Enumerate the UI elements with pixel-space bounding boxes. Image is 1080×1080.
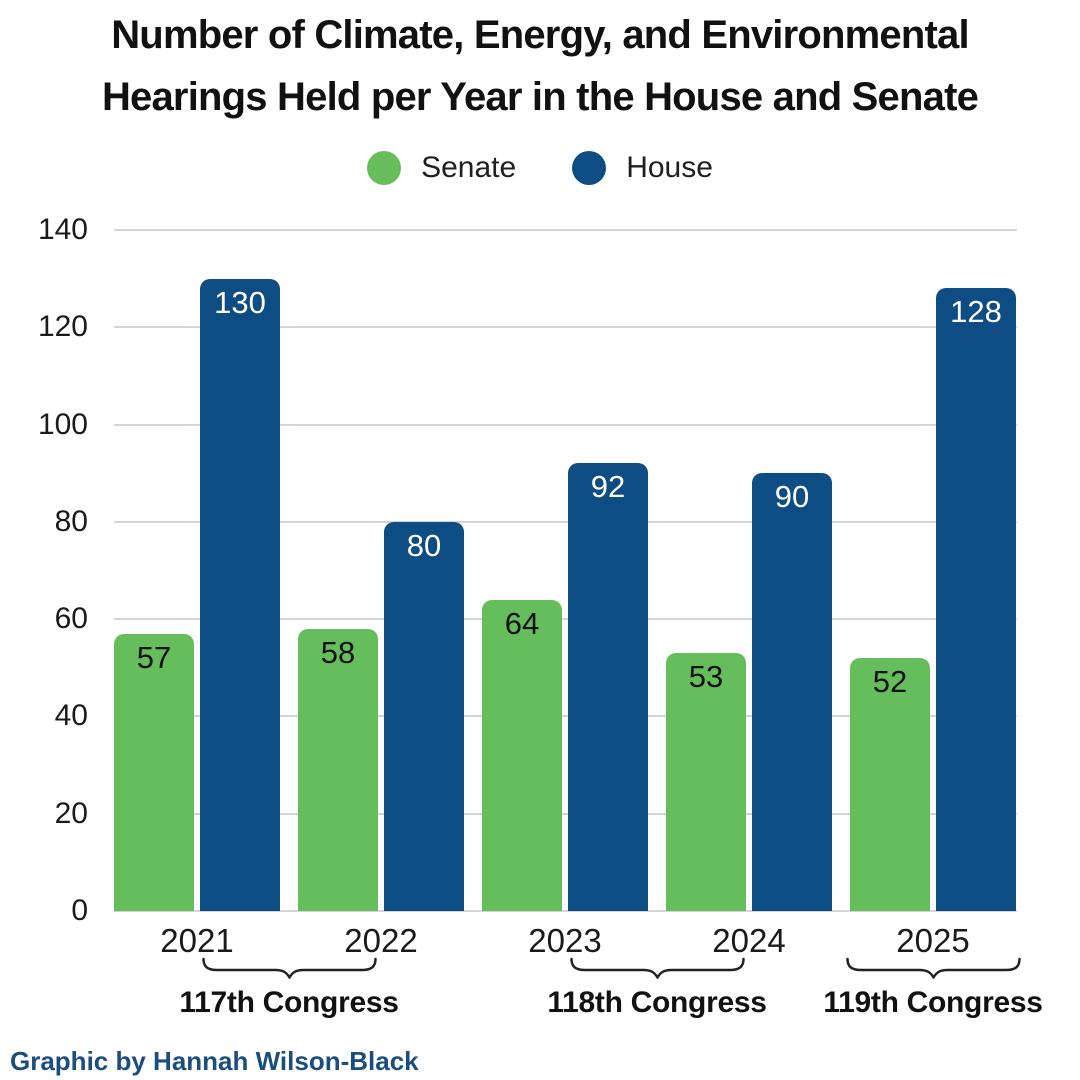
gridline-0 <box>114 910 1017 912</box>
bar-house-2025: 128 <box>936 288 1016 911</box>
legend-label-senate: Senate <box>421 151 517 184</box>
bar-value-label: 92 <box>590 469 626 505</box>
credit-text: Graphic by Hannah Wilson-Black <box>10 1046 419 1076</box>
bar-value-label: 90 <box>774 479 810 515</box>
bar-senate-2024: 53 <box>666 653 746 911</box>
legend: Senate House <box>0 146 1080 190</box>
bar-value-label: 64 <box>504 605 540 641</box>
gridline-100 <box>114 423 1017 426</box>
y-axis-tick-label: 60 <box>54 602 88 636</box>
gridline-140 <box>114 229 1017 231</box>
y-axis-tick-label: 100 <box>37 407 88 441</box>
x-axis-year-label-2025: 2025 <box>896 922 970 959</box>
chart-title-line-1: Number of Climate, Energy, and Environme… <box>111 13 969 57</box>
congress-span-bracket-icon <box>845 957 1021 979</box>
bar-value-label: 128 <box>950 294 1002 330</box>
chart-title-line-2: Hearings Held per Year in the House and … <box>101 75 979 119</box>
bar-value-label: 130 <box>214 284 266 320</box>
legend-item-house: House <box>572 151 713 185</box>
congress-span-bracket-icon <box>569 957 745 979</box>
bar-house-2022: 80 <box>384 521 464 911</box>
gridline-40 <box>114 715 1017 718</box>
x-axis-year-label-2021: 2021 <box>160 922 234 959</box>
gridline-120 <box>114 326 1017 329</box>
legend-item-senate: Senate <box>367 151 516 185</box>
bar-house-2024: 90 <box>752 473 832 911</box>
bar-value-label: 58 <box>320 634 356 670</box>
gridline-20 <box>114 812 1017 815</box>
bar-value-label: 80 <box>406 527 442 563</box>
congress-label: 117th Congress <box>179 986 399 1019</box>
x-axis-year-label-2022: 2022 <box>344 922 418 959</box>
x-axis-year-label-2023: 2023 <box>528 922 602 959</box>
gridline-60 <box>114 618 1017 621</box>
bar-house-2023: 92 <box>568 463 648 911</box>
bar-value-label: 57 <box>136 639 172 675</box>
congress-label: 118th Congress <box>547 986 767 1019</box>
y-axis-tick-label: 140 <box>37 213 88 246</box>
bar-senate-2025: 52 <box>850 658 930 911</box>
y-axis-tick-label: 120 <box>37 310 88 344</box>
y-axis-tick-label: 80 <box>54 504 88 538</box>
bar-value-label: 52 <box>872 664 908 700</box>
house-legend-swatch-icon <box>572 151 607 185</box>
legend-label-house: House <box>626 151 713 184</box>
y-axis-tick-label: 20 <box>54 796 88 830</box>
congress-label: 119th Congress <box>823 986 1043 1019</box>
bar-value-label: 53 <box>688 659 724 695</box>
y-axis-tick-label: 40 <box>54 699 88 733</box>
y-axis-tick-label: 0 <box>71 894 88 927</box>
bar-senate-2023: 64 <box>482 599 562 911</box>
gridline-80 <box>114 520 1017 523</box>
bar-senate-2022: 58 <box>298 628 378 911</box>
chart-title: Number of Climate, Energy, and Environme… <box>0 4 1080 128</box>
congress-span-bracket-icon <box>201 957 377 979</box>
senate-legend-swatch-icon <box>367 151 402 185</box>
bar-house-2021: 130 <box>200 278 280 911</box>
x-axis-year-label-2024: 2024 <box>712 922 786 959</box>
bar-senate-2021: 57 <box>114 633 194 911</box>
